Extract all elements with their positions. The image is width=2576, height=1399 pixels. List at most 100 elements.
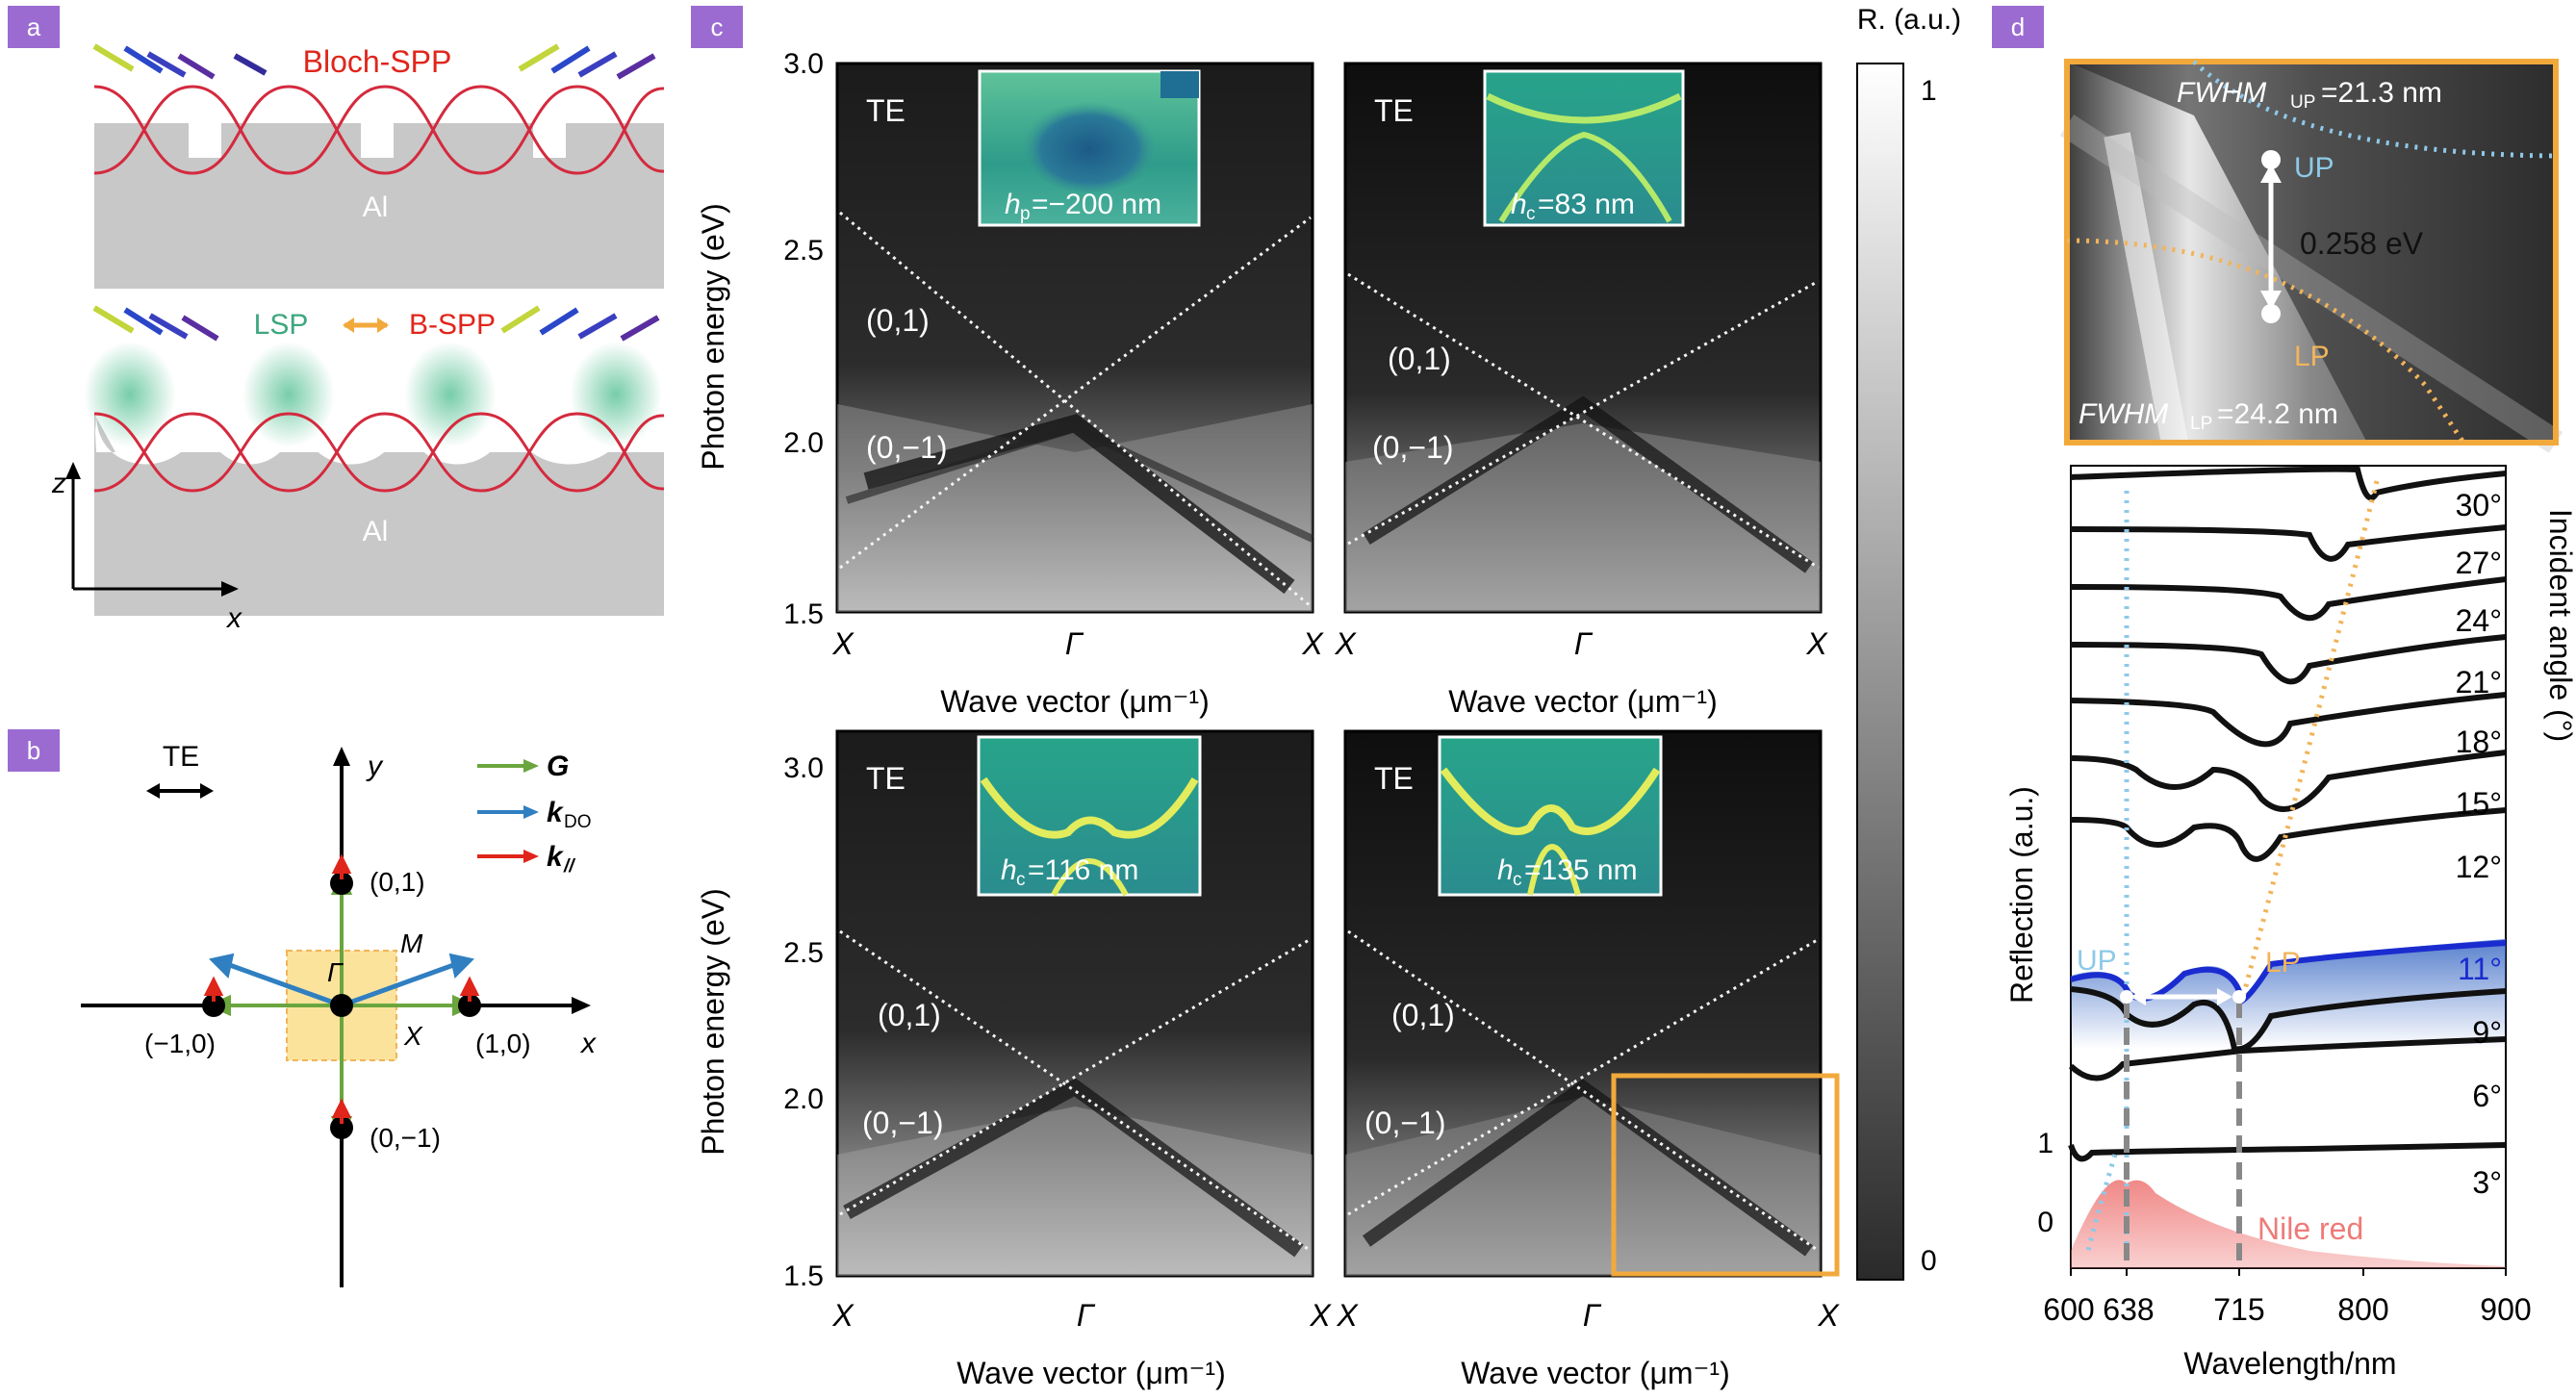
nile-red-label: Nile red [2257, 1211, 2363, 1246]
axis-y-label-b: y [366, 750, 384, 782]
line-label-0m1-1: (0,−1) [866, 430, 947, 465]
dotted-line-01-2 [1347, 272, 1820, 570]
nile-red-area [2071, 1180, 2506, 1268]
inset-1-sub: p [1020, 204, 1031, 224]
inset-3-h: h [1001, 854, 1017, 886]
inset-3-val: =116 nm [1028, 854, 1138, 886]
panel-a-letter: a [27, 13, 41, 41]
pol-te-1: TE [866, 93, 905, 128]
fwhm-up-sym: FWHM [2177, 77, 2266, 109]
legend-g: G [547, 750, 569, 782]
kpar-vectors [203, 853, 480, 1124]
line-label-0m1-4: (0,−1) [1365, 1106, 1445, 1140]
xlabel-c3: Wave vector (μm⁻¹) [956, 1356, 1225, 1390]
xtick-c3-x2: X [1309, 1298, 1332, 1333]
gamma-point-b: Γ [327, 957, 344, 987]
point-0m1: (0,−1) [370, 1123, 441, 1153]
xtick-c2-x2: X [1805, 626, 1828, 661]
dotted-line-0m1-1 [839, 216, 1312, 570]
blue-area-11 [2071, 939, 2506, 1049]
angle-6: 6° [2472, 1079, 2502, 1113]
xtick-c4-x1: X [1336, 1298, 1359, 1333]
xlabel-d: Wavelength/nm [2183, 1346, 2396, 1381]
kdo-vectors [209, 953, 474, 1008]
inset-1-val: =−200 nm [1032, 189, 1161, 220]
up-label-top: UP [2294, 152, 2334, 184]
groove-3 [533, 123, 566, 158]
ytick-d-0: 0 [2037, 1207, 2053, 1238]
ylabel-c-top: Photon energy (eV) [696, 203, 730, 471]
axis-x-label-a: x [225, 602, 242, 634]
double-arrow-orange [343, 318, 389, 333]
point-10: (1,0) [475, 1029, 531, 1058]
inset-4-sub: c [1513, 870, 1522, 890]
ytick-c-bot-20: 2.0 [783, 1083, 824, 1115]
angle-11: 11° [2458, 952, 2502, 986]
panel-d-letter: d [2011, 13, 2025, 41]
fwhm-up-val: =21.3 nm [2321, 77, 2442, 109]
curve-27 [2070, 524, 2507, 562]
spectra-axes [2070, 465, 2507, 1269]
legend-kpar: k [547, 841, 564, 873]
ytick-c-top-25: 2.5 [783, 235, 824, 267]
lp-label-top: LP [2294, 341, 2330, 372]
xtick-d-638: 638 [2103, 1292, 2154, 1327]
xtick-c2-g: Γ [1574, 626, 1594, 661]
angle-18: 18° [2456, 725, 2502, 759]
legend-kdo: k [547, 797, 564, 828]
line-label-01-3: (0,1) [878, 998, 941, 1032]
xtick-d-715: 715 [2213, 1292, 2264, 1327]
zoom-box [1611, 1073, 1840, 1277]
colorbar [1856, 63, 1904, 1281]
wave-1 [93, 85, 665, 175]
xlabel-c4: Wave vector (μm⁻¹) [1461, 1356, 1729, 1390]
m-point-b: M [400, 928, 423, 958]
panel-b-letter: b [27, 736, 40, 765]
curve-24 [2070, 576, 2507, 622]
line-label-01-2: (0,1) [1388, 342, 1451, 376]
xtick-c3-x1: X [831, 1298, 854, 1333]
ytick-c-top-30: 3.0 [783, 48, 824, 80]
xlabel-c2: Wave vector (μm⁻¹) [1448, 684, 1717, 719]
line-label-01-1: (0,1) [866, 303, 930, 338]
xtick-c1-x1: X [831, 626, 854, 661]
dispersion-map-1: TE h p =−200 nm (0,1) (0,−1) [835, 62, 1314, 614]
angle-9: 9° [2472, 1015, 2502, 1050]
inset-4-h: h [1497, 854, 1514, 886]
panel-a: a Al Bloch-SPP Al L [8, 6, 665, 634]
up-label-spectra: UP [2077, 945, 2117, 977]
inset-2-val: =83 nm [1538, 189, 1635, 220]
bspp-label: B-SPP [409, 309, 496, 341]
panel-d: d FWHM UP =21.3 nm UP 0.258 eV LP FWHM L… [1992, 6, 2576, 1381]
ytick-d-1: 1 [2037, 1128, 2053, 1159]
lsp-label: LSP [254, 309, 309, 341]
xtick-c4-x2: X [1817, 1298, 1840, 1333]
ytick-c-top-15: 1.5 [783, 598, 824, 630]
pol-te-2: TE [1374, 93, 1414, 128]
groove-2 [361, 123, 394, 158]
al-label-top: Al [363, 191, 389, 223]
xlabel-c1: Wave vector (μm⁻¹) [940, 684, 1209, 719]
dispersion-map-2: TE h c =83 nm (0,1) (0,−1) [1343, 62, 1823, 614]
curve-18 [2070, 692, 2507, 748]
inset-2-h: h [1511, 189, 1527, 220]
panel-b: b TE y x [8, 729, 597, 1287]
xtick-c1-g: Γ [1065, 626, 1084, 661]
ytick-c-bot-30: 3.0 [783, 752, 824, 784]
incident-arrows-top [92, 43, 656, 80]
incident-arrows-bottom [92, 305, 660, 342]
vector-legend: G k DO k // [477, 750, 592, 877]
wave-3 [93, 412, 665, 493]
lattice-points [202, 872, 481, 1139]
al-label-bottom: Al [363, 516, 389, 547]
ytick-c-top-20: 2.0 [783, 427, 824, 459]
inset-2-sub: c [1526, 204, 1536, 224]
xtick-d-800: 800 [2337, 1292, 2388, 1327]
dotted-line-01-1 [839, 211, 1312, 608]
pol-te-3: TE [866, 761, 905, 796]
groove-1 [189, 123, 221, 158]
dotted-line-0m1-3 [839, 937, 1312, 1216]
axis-x-label-b: x [579, 1028, 597, 1059]
angle-27: 27° [2456, 546, 2502, 580]
